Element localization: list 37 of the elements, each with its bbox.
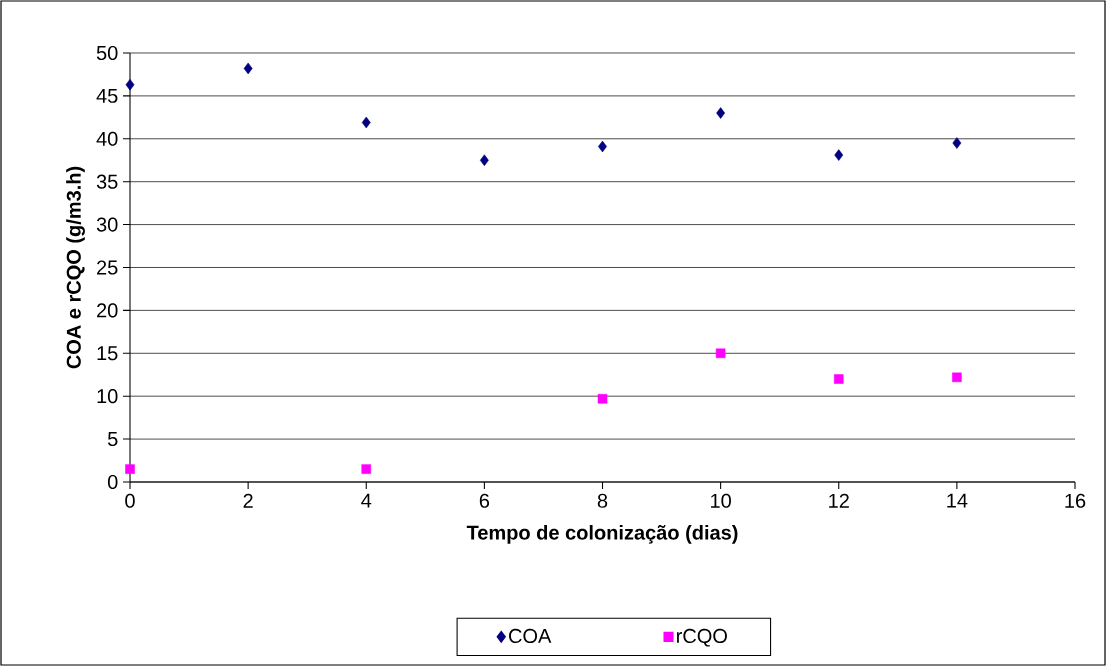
x-tick-label: 4 (361, 493, 372, 508)
y-tick-label: 20 (97, 303, 118, 318)
x-tick-label: 14 (947, 493, 968, 508)
y-tick-label: 25 (97, 260, 118, 275)
x-tick-label: 6 (479, 493, 490, 508)
y-tick-label: 10 (97, 389, 118, 404)
x-tick-label: 16 (1065, 493, 1086, 508)
x-tick-label: 0 (125, 493, 135, 508)
y-tick-label: 15 (97, 346, 118, 361)
legend-label: rCQO (677, 628, 727, 647)
y-tick-label: 5 (107, 432, 118, 447)
y-tick-label: 50 (96, 45, 118, 61)
point (361, 116, 371, 129)
point (952, 372, 962, 383)
point (479, 154, 489, 167)
x-tick-label: 8 (597, 493, 608, 508)
x-tick-label: 10 (711, 493, 731, 508)
point (125, 464, 135, 474)
point (716, 107, 726, 119)
y-tick-label: 30 (96, 217, 118, 232)
x-tick-label: 2 (243, 493, 253, 508)
point (243, 62, 253, 75)
point (952, 137, 962, 149)
x-axis-title: Tempo de colonização (dias) (466, 525, 738, 544)
y-tick-label: 35 (96, 174, 118, 189)
point (834, 149, 844, 161)
point (125, 78, 135, 91)
point (597, 393, 608, 404)
x-tick-label: 12 (829, 493, 849, 508)
point (833, 374, 844, 384)
y-axis-title: COA e rCQO (g/m3.h) (66, 166, 85, 369)
point (715, 348, 726, 359)
y-tick-label: 40 (96, 131, 118, 146)
y-tick-label: 0 (107, 474, 118, 490)
y-tick-label: 45 (96, 88, 118, 103)
point (361, 464, 372, 474)
legend-label: COA (509, 628, 552, 644)
